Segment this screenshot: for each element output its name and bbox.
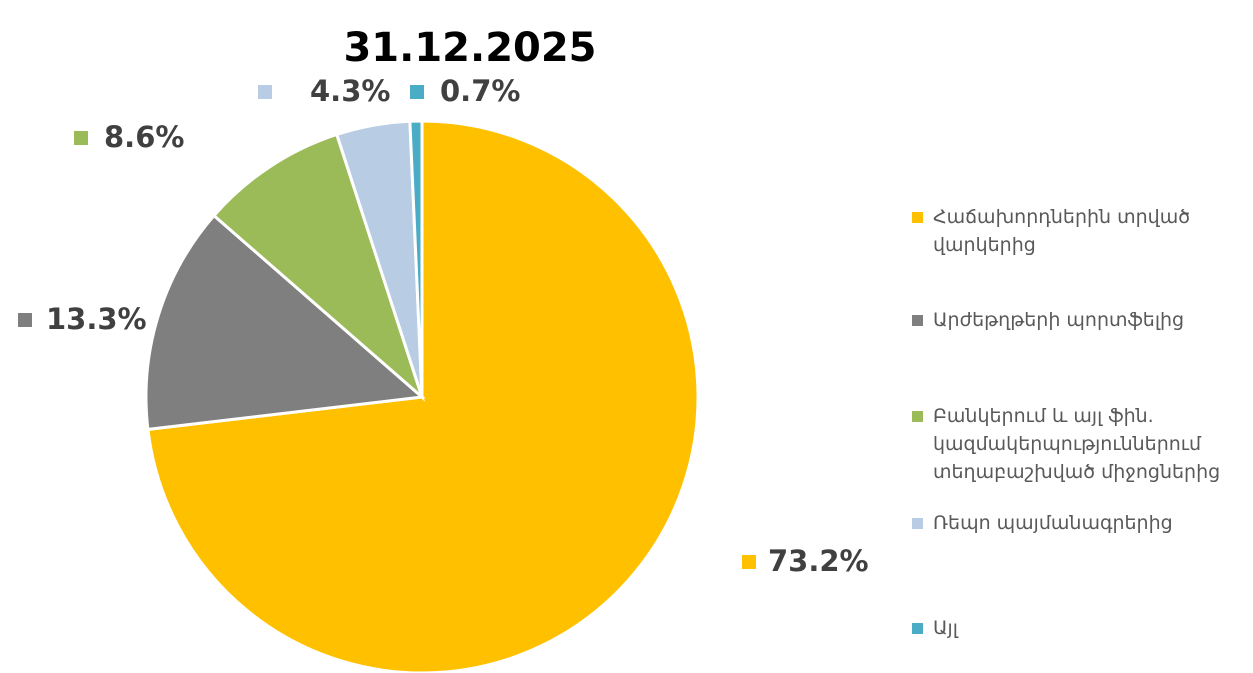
legend-item: Բանկերում և այլ ֆին. կազմակերպություններ… <box>912 402 1242 486</box>
chart-title: 31.12.2025 <box>343 25 596 71</box>
data-label: 4.3% <box>310 74 390 108</box>
label-marker <box>410 85 424 99</box>
legend-swatch <box>912 315 923 326</box>
pie-slice <box>408 119 424 398</box>
legend-item: Արժեթղթերի պորտֆելից <box>912 306 1242 334</box>
legend-label: Այլ <box>933 617 958 639</box>
legend-item: Ռեպո պայմանագրերից <box>912 509 1242 537</box>
legend-item: Այլ <box>912 614 1242 642</box>
label-marker <box>258 85 272 99</box>
pie-slice <box>211 132 426 402</box>
data-label: 8.6% <box>104 120 184 154</box>
legend-swatch <box>912 623 923 634</box>
legend-label: Բանկերում և այլ ֆին. կազմակերպություններ… <box>933 405 1221 483</box>
legend-label: Հաճախորդներին տրված վարկերից <box>933 206 1191 256</box>
legend-label: Արժեթղթերի պորտֆելից <box>933 309 1185 331</box>
legend-label: Ռեպո պայմանագրերից <box>933 512 1173 534</box>
legend-swatch <box>912 411 923 422</box>
legend-item: Հաճախորդներին տրված վարկերից <box>912 203 1242 259</box>
data-label: 13.3% <box>46 302 147 336</box>
label-marker <box>742 555 756 569</box>
data-label: 0.7% <box>440 74 520 108</box>
pie-slice <box>144 213 426 432</box>
data-label: 73.2% <box>768 544 869 578</box>
label-marker <box>18 313 32 327</box>
legend-swatch <box>912 518 923 529</box>
label-marker <box>74 131 88 145</box>
legend-swatch <box>912 212 923 223</box>
